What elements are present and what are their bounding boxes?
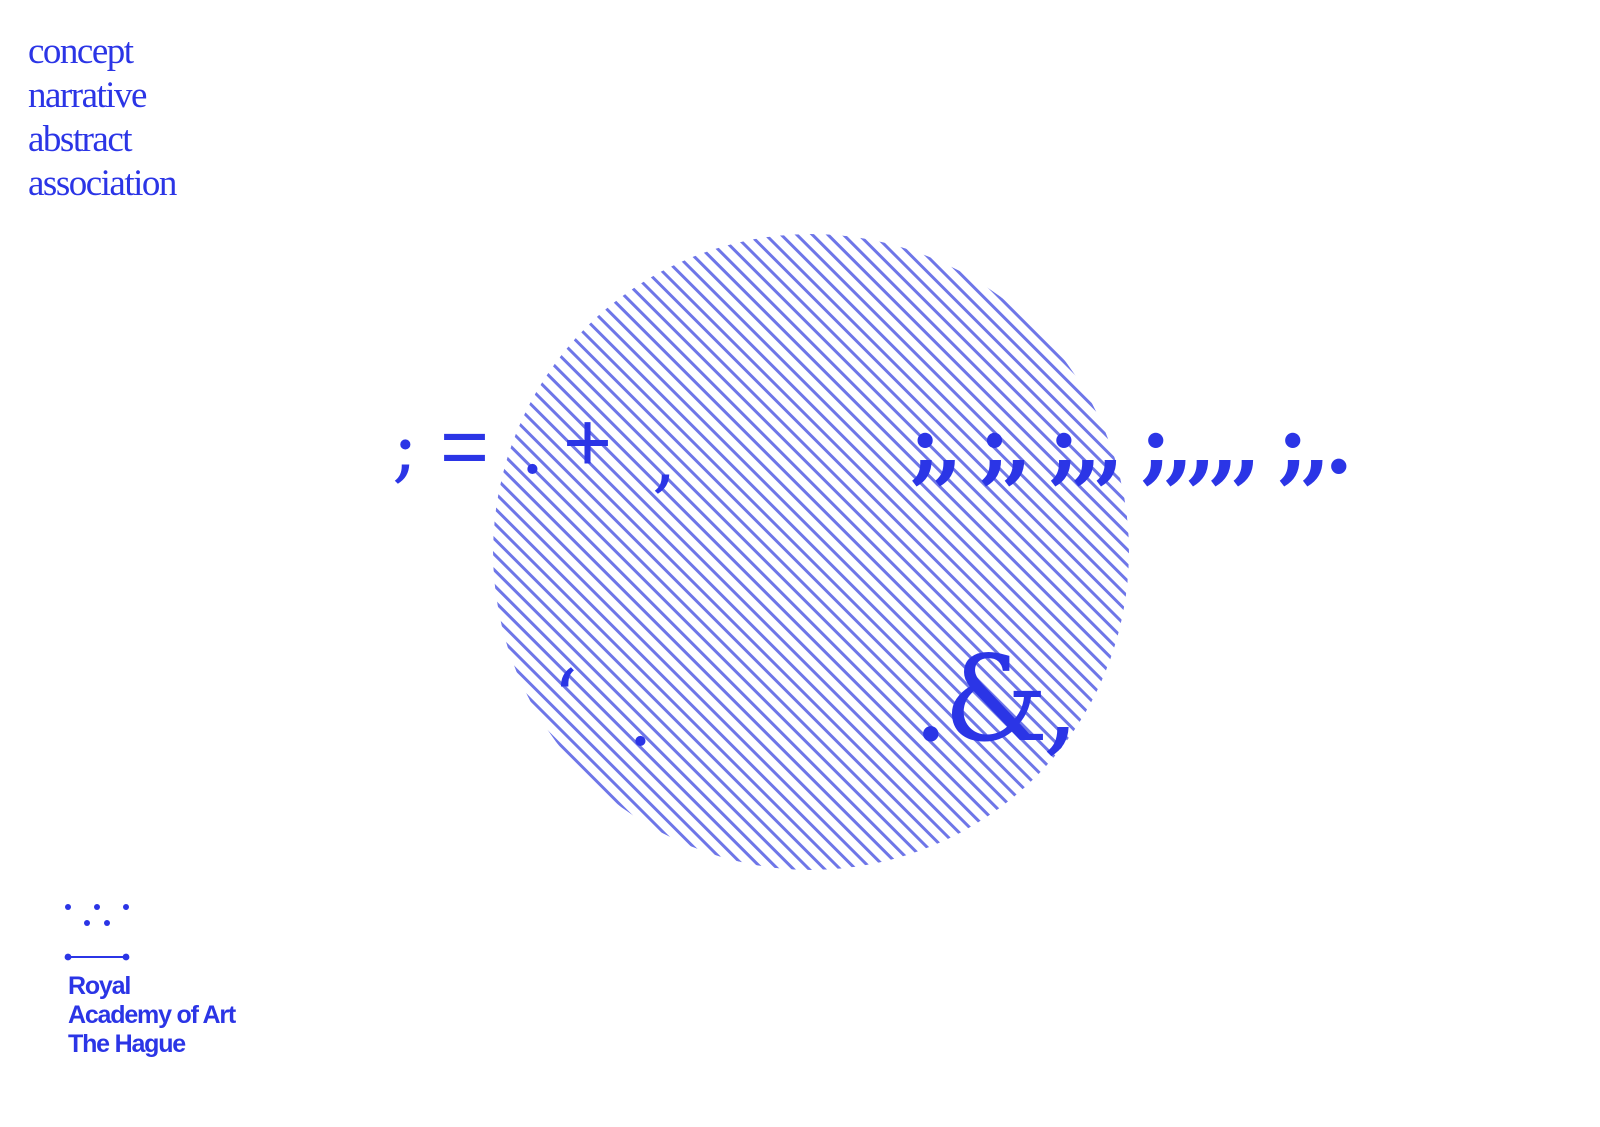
academy-name: Royal Academy of Art The Hague bbox=[68, 972, 262, 1059]
narrative-item: narrative bbox=[28, 75, 147, 116]
period-glyph-lower: . bbox=[628, 674, 653, 764]
dotted-logo-mark-icon bbox=[64, 904, 130, 961]
ampersand-glyph: .&, bbox=[912, 630, 1080, 768]
period-glyph: . bbox=[520, 402, 545, 492]
concept-item: concept bbox=[28, 31, 134, 72]
concept-list: concept narrative abstract association bbox=[28, 30, 177, 206]
academy-name-line: Royal bbox=[68, 972, 131, 1000]
abstract-item: abstract bbox=[28, 119, 133, 160]
academy-name-line: Academy of Art bbox=[68, 1001, 236, 1029]
association-item: association bbox=[28, 163, 177, 204]
punctuation-sequence: ;, ;, ;,, ;,,,, ;,. bbox=[910, 397, 1353, 493]
equals-glyph: = bbox=[440, 399, 490, 493]
plus-glyph: + bbox=[563, 395, 613, 489]
semicolon-glyph: ; bbox=[392, 402, 419, 492]
academy-name-line: The Hague bbox=[68, 1030, 186, 1058]
comma-glyph: , bbox=[652, 412, 677, 502]
academy-logo: Royal Academy of Art The Hague bbox=[62, 900, 262, 1059]
quote-glyph: ‘ bbox=[553, 654, 578, 744]
